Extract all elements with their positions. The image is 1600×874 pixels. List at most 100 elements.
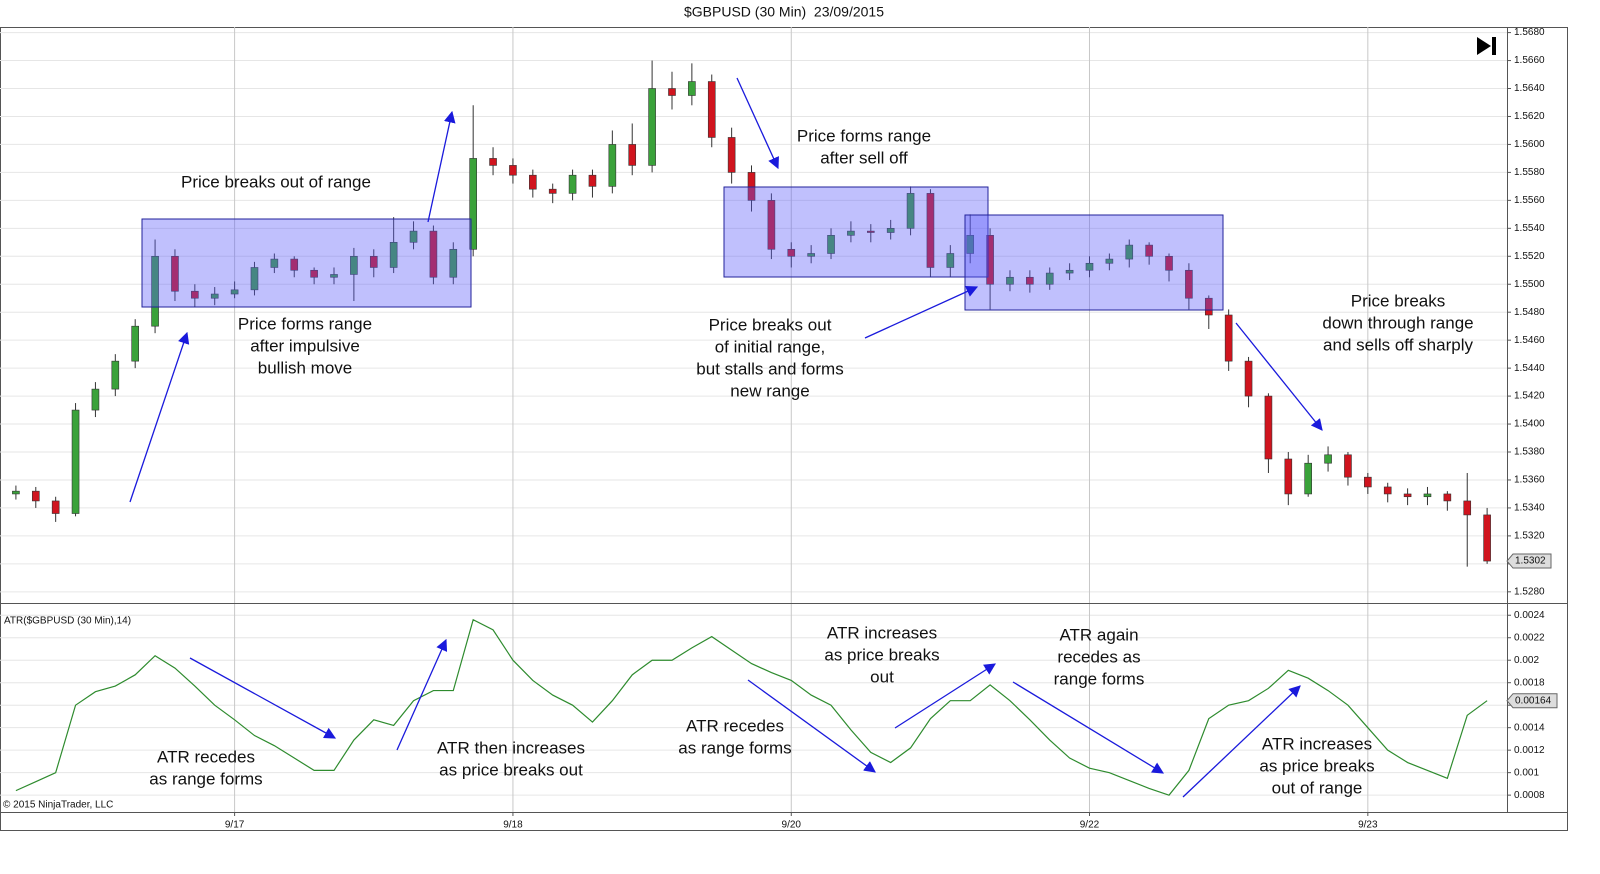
last-value-label: 0.00164: [1515, 695, 1552, 706]
arrow: [396, 638, 448, 751]
y-tick-label: 0.0024: [1514, 610, 1545, 621]
candle-body: [111, 360, 120, 390]
x-tick-label: 9/18: [503, 820, 523, 831]
y-tick-label: 1.5620: [1514, 111, 1545, 122]
annotation: ATR recedes: [686, 716, 784, 735]
candle-body: [290, 258, 299, 271]
candle-body: [429, 230, 438, 278]
y-tick-label: 1.5460: [1514, 335, 1545, 346]
candle-body: [1085, 262, 1094, 271]
y-tick-label: 1.5320: [1514, 531, 1545, 542]
annotation: down through range: [1322, 313, 1473, 332]
y-tick-label: 0.002: [1514, 655, 1539, 666]
candle-body: [767, 200, 776, 250]
annotation: as price breaks out: [439, 760, 583, 779]
x-tick-label: 9/17: [225, 820, 245, 831]
candle-body: [1006, 276, 1014, 285]
range-boxes: [141, 186, 1224, 311]
y-tick-label: 1.5360: [1514, 475, 1545, 486]
candle-body: [230, 289, 239, 295]
candle-body: [628, 144, 637, 166]
candle-body: [1185, 269, 1193, 299]
icon-triangle[interactable]: [1477, 37, 1491, 55]
annotation: Price forms range: [797, 126, 931, 145]
annotation: ATR recedes: [157, 747, 255, 766]
annotation: as range forms: [149, 769, 262, 788]
skip-to-end-icon[interactable]: [1477, 37, 1496, 55]
candle-body: [966, 235, 975, 254]
candle-body: [330, 274, 338, 278]
candle-body: [1443, 493, 1452, 502]
candle-body: [946, 253, 955, 268]
candle-body: [608, 144, 617, 187]
candle-body: [1423, 493, 1432, 498]
arrow: [894, 663, 996, 729]
icon-bar[interactable]: [1492, 37, 1496, 55]
annotation: as range forms: [678, 738, 791, 757]
annotation: Price forms range: [238, 314, 372, 333]
annotation: ATR again: [1059, 625, 1138, 644]
candle-body: [131, 325, 139, 362]
annotation: and sells off sharply: [1323, 335, 1473, 354]
candle-body: [827, 235, 835, 254]
candle-body: [668, 88, 676, 96]
candle-body: [986, 235, 994, 285]
annotation: ATR then increases: [437, 738, 585, 757]
candle-body: [51, 500, 60, 514]
candle-body: [1284, 458, 1293, 495]
y-tick-label: 1.5440: [1514, 363, 1545, 374]
candle-body: [747, 172, 756, 201]
annotation: new range: [730, 381, 809, 400]
last-price-label: 1.5302: [1515, 556, 1546, 567]
y-tick-label: 1.5560: [1514, 195, 1545, 206]
annotation: after sell off: [820, 148, 908, 167]
candle-body: [151, 255, 159, 327]
arrow: [747, 679, 876, 773]
candle-body: [688, 81, 696, 96]
candle-body: [449, 248, 458, 278]
candle-body: [568, 174, 577, 194]
y-tick-label: 1.5540: [1514, 223, 1545, 234]
arrow: [864, 286, 979, 339]
y-tick-label: 0.0008: [1514, 790, 1545, 801]
candle-body: [926, 193, 935, 268]
annotation: Price breaks out: [709, 315, 832, 334]
annotation: as price breaks: [1259, 756, 1374, 775]
candle-body: [1403, 493, 1412, 498]
y-tick-label: 0.0014: [1514, 722, 1545, 733]
candle-body: [489, 158, 497, 166]
candle-body: [1065, 269, 1074, 274]
annotation: recedes as: [1057, 647, 1140, 666]
arrows: [129, 77, 1323, 798]
annotation: ATR increases: [1262, 734, 1372, 753]
y-tick-label: 1.5480: [1514, 307, 1545, 318]
candle-body: [707, 81, 716, 138]
y-tick-label: 1.5340: [1514, 503, 1545, 514]
candle-body: [1125, 244, 1134, 260]
arrow: [1235, 322, 1323, 431]
candle-body: [1026, 276, 1034, 285]
candle-body: [787, 248, 796, 257]
y-tick-label: 0.0018: [1514, 677, 1545, 688]
x-tick-label: 9/23: [1358, 820, 1378, 831]
annotation: as price breaks: [824, 645, 939, 664]
y-tick-label: 0.001: [1514, 767, 1539, 778]
frame: [0, 27, 1568, 831]
y-tick-label: 1.5400: [1514, 419, 1545, 430]
candle-body: [1364, 476, 1372, 488]
candle-body: [1244, 360, 1253, 397]
annotation: out of range: [1272, 778, 1363, 797]
annotation: ATR increases: [827, 623, 937, 642]
candle-body: [886, 228, 895, 233]
candle-body: [1324, 454, 1332, 464]
y-tick-label: 1.5680: [1514, 27, 1545, 38]
y-tick-label: 1.5380: [1514, 447, 1545, 458]
annotation: of initial range,: [715, 337, 826, 356]
candle-body: [1204, 297, 1213, 316]
candle-body: [588, 174, 597, 187]
arrow: [129, 331, 190, 503]
plot: 1.52801.53001.53201.53401.53601.53801.54…: [0, 27, 1558, 831]
candle-body: [1045, 272, 1054, 285]
arrow: [189, 657, 337, 739]
